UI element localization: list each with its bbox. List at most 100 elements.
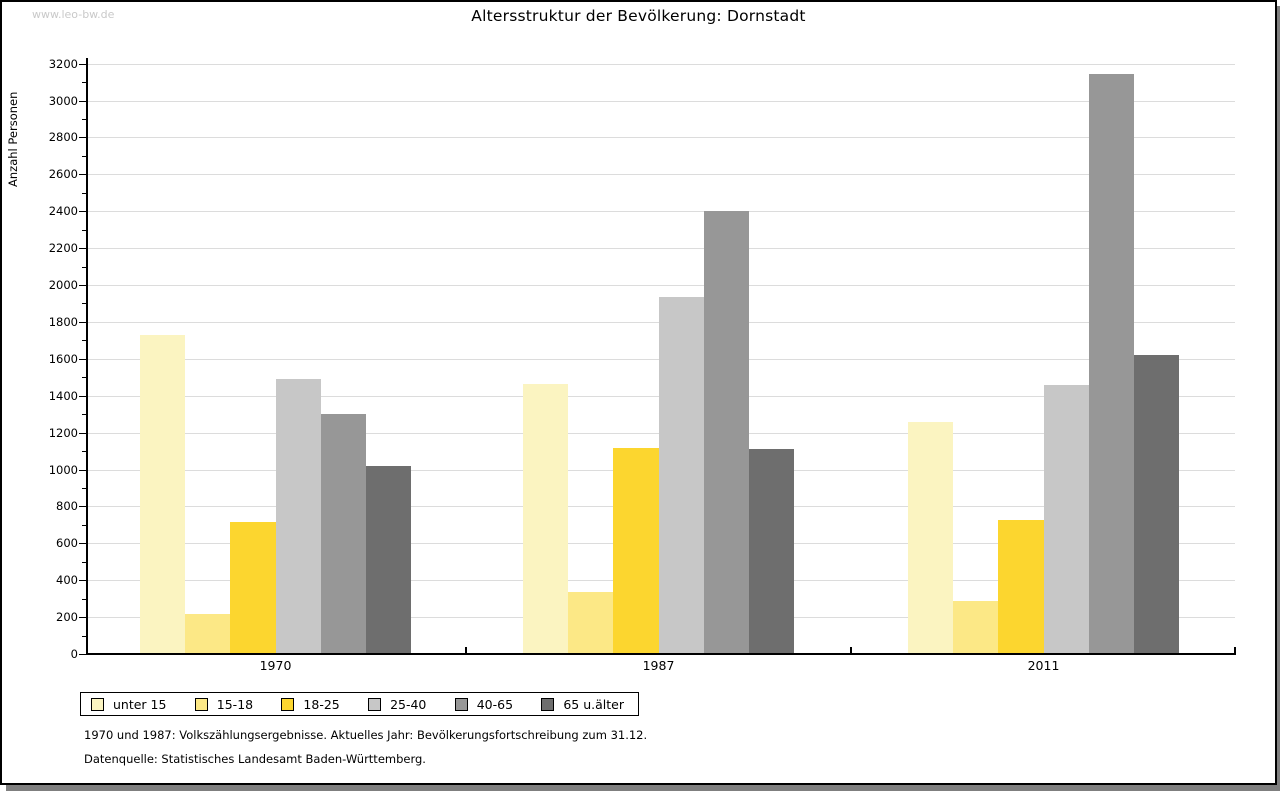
- legend-swatch: [368, 697, 382, 711]
- bar-18-25-1970: [230, 522, 276, 654]
- legend-label: 18-25: [303, 696, 340, 712]
- legend-item: 65 u.älter: [541, 697, 624, 712]
- legend-item: 15-18: [194, 696, 254, 712]
- y-minor-tick: [82, 451, 87, 453]
- y-minor-tick: [82, 155, 87, 157]
- y-major-tick: [79, 174, 87, 176]
- y-minor-tick: [82, 303, 87, 305]
- y-major-tick: [79, 285, 87, 286]
- y-major-tick: [79, 137, 87, 139]
- legend-label: unter 15: [113, 696, 167, 712]
- x-category-label: 1970: [259, 658, 292, 673]
- bar-25-40-1970: [275, 379, 321, 654]
- y-tick-label: 2400: [48, 204, 78, 219]
- legend-swatch: [194, 697, 208, 711]
- y-major-tick: [79, 211, 87, 213]
- y-minor-tick: [82, 524, 87, 526]
- y-minor-tick: [82, 377, 87, 379]
- y-tick-label: 400: [56, 573, 78, 588]
- y-tick-label: 1800: [48, 314, 78, 329]
- y-minor-tick: [82, 561, 87, 563]
- bar-65-u-lter-2011: [1133, 355, 1180, 654]
- legend-label: 65 u.älter: [563, 696, 624, 712]
- y-tick-label: 1000: [48, 462, 78, 477]
- x-category-label: 2011: [1027, 658, 1060, 673]
- bar-15-18-2011: [953, 601, 999, 654]
- bar-15-18-1970: [185, 614, 231, 654]
- y-major-tick: [79, 580, 87, 582]
- legend-item: 25-40: [368, 697, 426, 712]
- x-category-label: 1987: [642, 658, 675, 673]
- x-boundary-tick: [1234, 647, 1236, 653]
- y-tick-label: 2600: [48, 167, 78, 182]
- y-minor-tick: [82, 487, 87, 489]
- footnote-source-note: 1970 und 1987: Volkszählungsergebnisse. …: [84, 728, 648, 742]
- y-gridline: [87, 63, 1235, 65]
- y-tick-label: 3200: [48, 56, 78, 71]
- y-tick-label: 800: [56, 499, 78, 514]
- bar-18-25-2011: [998, 520, 1044, 654]
- x-boundary-tick: [464, 647, 467, 653]
- legend-label: 15-18: [216, 696, 254, 712]
- bar-15-18-1987: [568, 592, 614, 654]
- footnote-data-source: Datenquelle: Statistisches Landesamt Bad…: [84, 752, 426, 766]
- legend-item: 18-25: [281, 696, 340, 712]
- legend-label: 25-40: [390, 696, 427, 712]
- y-major-tick: [79, 506, 87, 508]
- y-major-tick: [79, 358, 87, 360]
- y-tick-label: 600: [56, 536, 78, 551]
- bar-40-65-2011: [1088, 73, 1134, 654]
- y-tick-label: 0: [70, 647, 78, 661]
- y-minor-tick: [82, 414, 87, 416]
- y-minor-tick: [82, 229, 87, 231]
- bar-40-65-1970: [320, 414, 366, 654]
- y-minor-tick: [82, 192, 87, 194]
- y-minor-tick: [82, 635, 87, 637]
- y-major-tick: [79, 395, 87, 397]
- bar-65-u-lter-1987: [748, 449, 795, 654]
- y-gridline: [87, 248, 1235, 250]
- bar-unter-15-2011: [908, 422, 954, 654]
- y-major-tick: [79, 248, 87, 250]
- y-tick-label: 200: [56, 610, 78, 625]
- bar-unter-15-1987: [523, 383, 569, 654]
- bar-25-40-2011: [1043, 384, 1089, 654]
- y-tick-label: 2000: [48, 278, 78, 292]
- legend-swatch: [454, 697, 468, 711]
- y-minor-tick: [82, 598, 87, 600]
- legend-box: unter 15 15-18 18-25 25-40 40-65 65 u.älter: [80, 692, 639, 716]
- x-axis-line: [86, 653, 1236, 655]
- y-minor-tick: [82, 118, 87, 120]
- y-tick-label: 3000: [48, 93, 78, 108]
- bar-65-u-lter-1970: [365, 465, 412, 654]
- chart-title: Altersstruktur der Bevölkerung: Dornstad…: [471, 7, 806, 25]
- watermark-text: www.leo-bw.de: [32, 8, 115, 21]
- bar-40-65-1987: [703, 211, 749, 654]
- y-minor-tick: [82, 340, 87, 342]
- legend-swatch: [541, 697, 555, 711]
- legend-swatch: [281, 697, 295, 711]
- bar-25-40-1987: [658, 296, 704, 654]
- y-gridline: [87, 285, 1235, 286]
- y-minor-tick: [82, 266, 87, 268]
- y-axis-line: [86, 58, 88, 655]
- bar-unter-15-1970: [140, 334, 186, 654]
- y-tick-label: 2800: [48, 130, 78, 145]
- y-tick-label: 2200: [48, 241, 78, 256]
- legend-item: 40-65: [454, 696, 514, 712]
- y-gridline: [87, 100, 1235, 102]
- legend-item: unter 15: [91, 697, 166, 712]
- legend-label: 40-65: [476, 696, 514, 712]
- y-gridline: [87, 211, 1235, 213]
- y-gridline: [87, 174, 1235, 176]
- y-major-tick: [79, 617, 87, 619]
- y-tick-label: 1200: [48, 425, 78, 440]
- y-major-tick: [79, 100, 87, 102]
- y-major-tick: [79, 63, 87, 65]
- y-major-tick: [79, 321, 87, 323]
- y-major-tick: [79, 654, 87, 655]
- y-tick-label: 1400: [48, 388, 78, 403]
- y-major-tick: [79, 543, 87, 545]
